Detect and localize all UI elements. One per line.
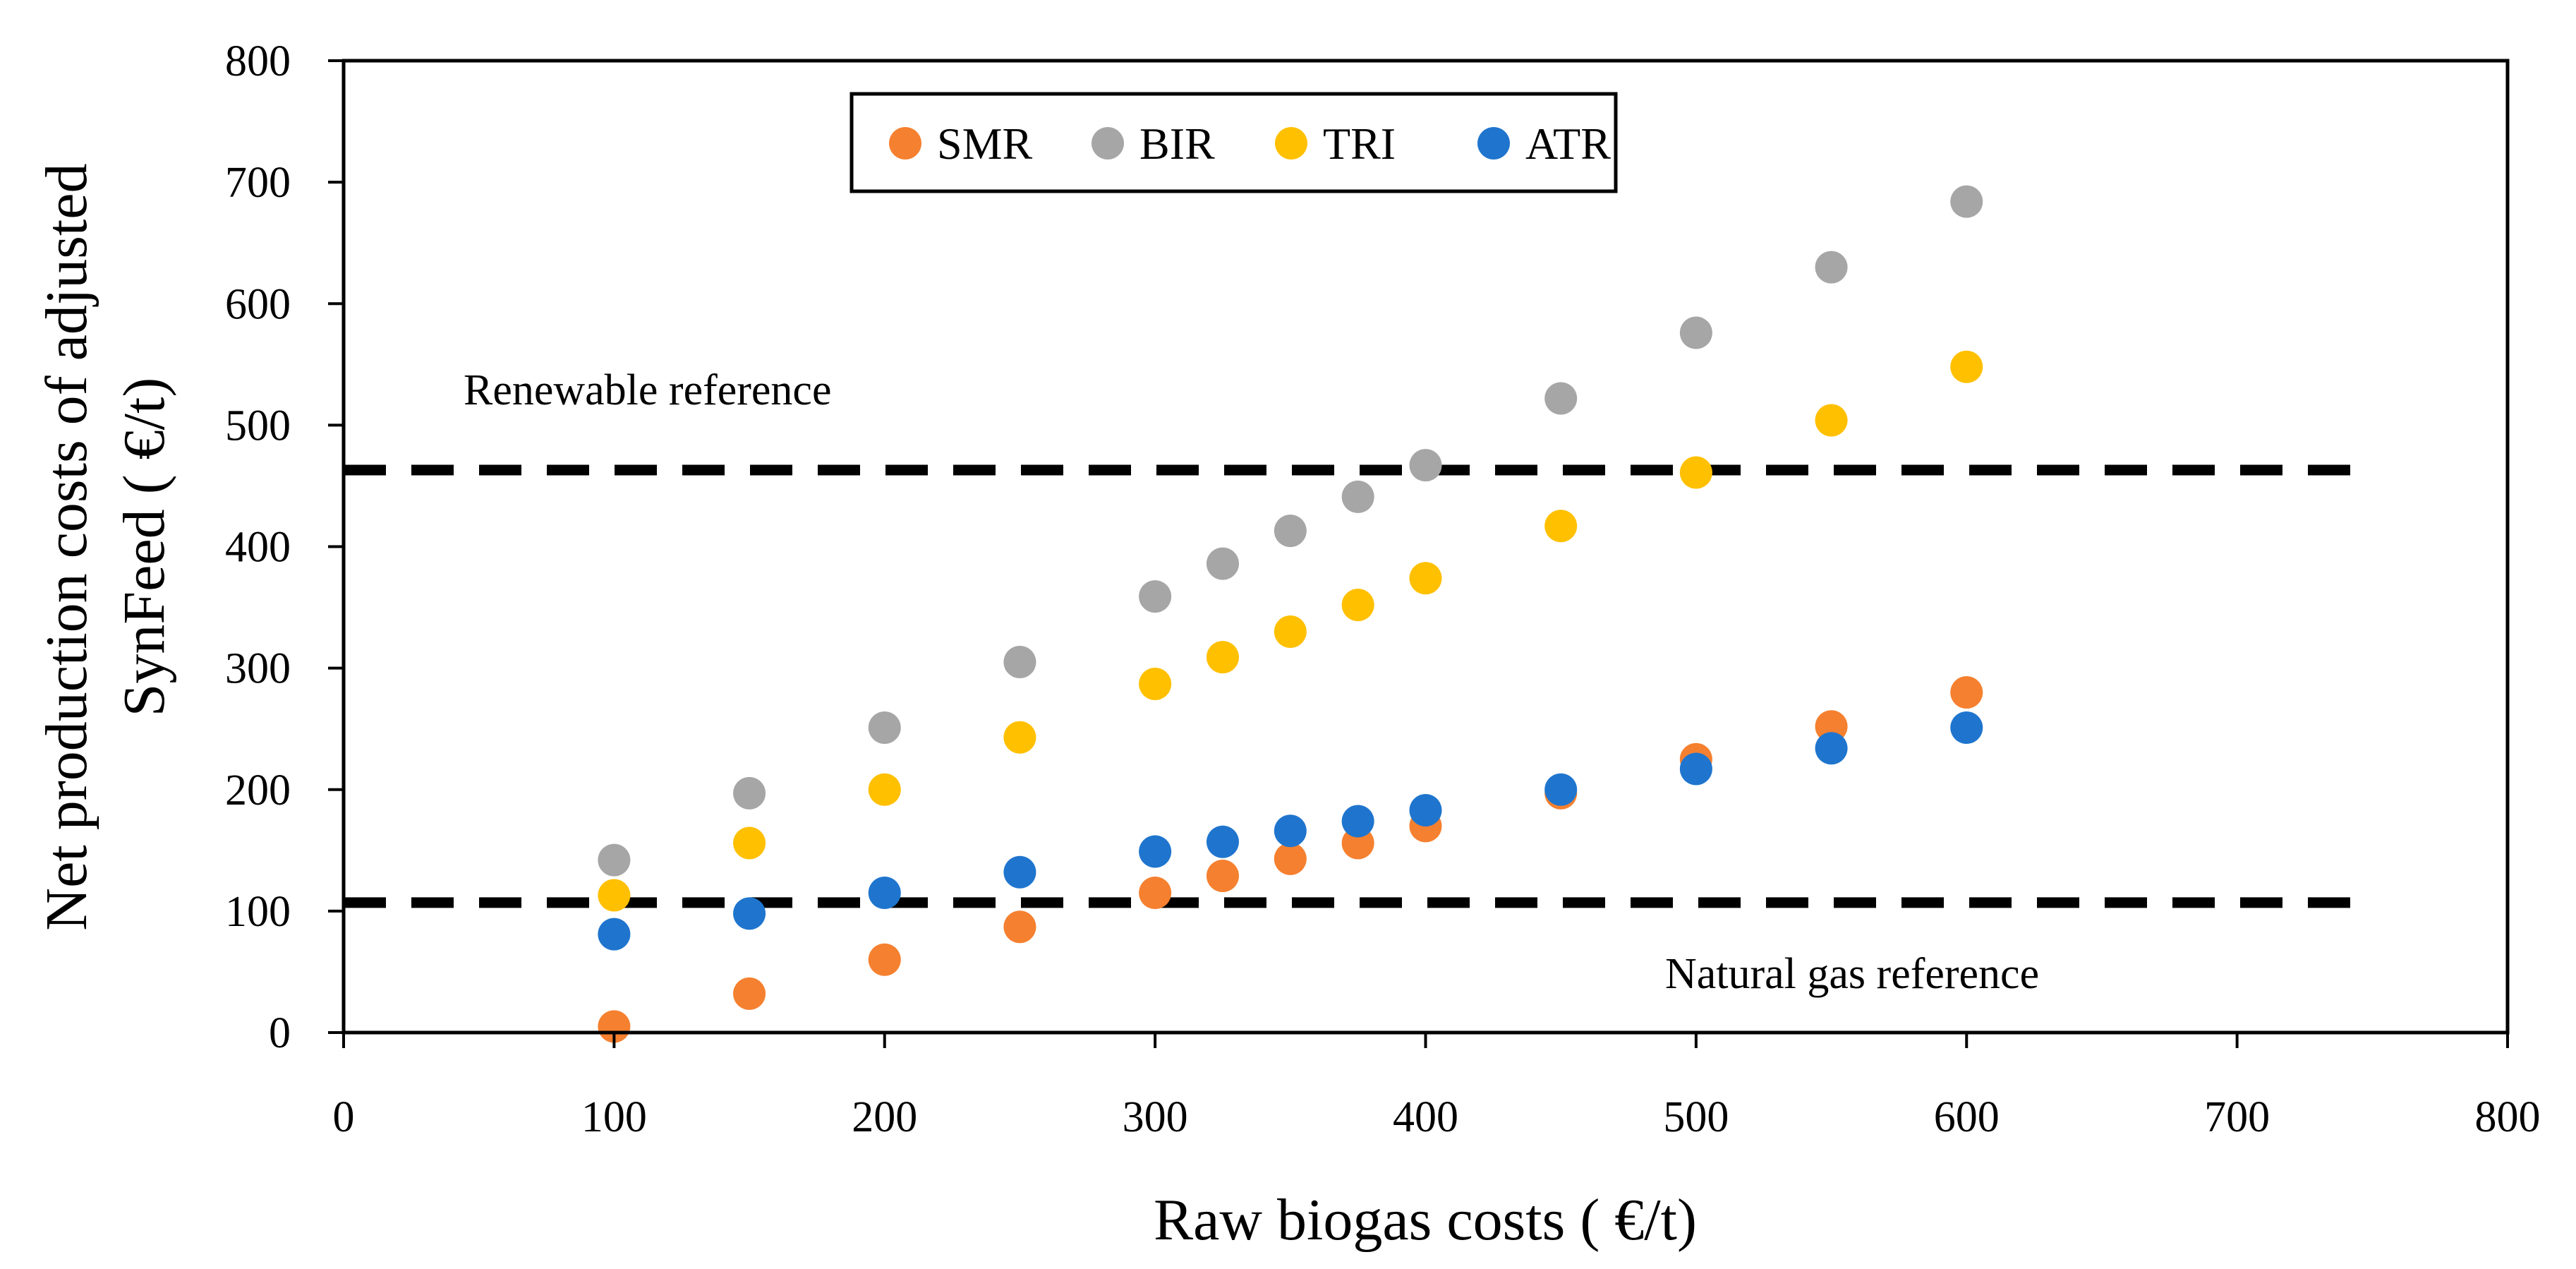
atr-point (1544, 773, 1578, 806)
bir-point (1206, 547, 1239, 580)
x-tick-label: 500 (1663, 1093, 1729, 1141)
natural-gas-reference-label: Natural gas reference (1665, 950, 2039, 998)
bir-point (1544, 382, 1578, 415)
axis-ticks: 0 100 200 300 400 500 600 700 800 0 100 200 300 400 50… (225, 37, 2541, 1141)
smr-point (1206, 859, 1239, 892)
x-tick-label: 100 (581, 1093, 647, 1141)
tri-point (1341, 589, 1374, 622)
bir-point (1139, 580, 1172, 613)
legend-label-atr: ATR (1525, 119, 1611, 169)
data-points (598, 185, 1983, 1043)
x-axis-title: Raw biogas costs ( €/t) (1154, 1187, 1697, 1253)
y-tick-label: 100 (225, 888, 291, 936)
x-tick-label: 600 (1934, 1093, 2000, 1141)
x-tick-label: 700 (2204, 1093, 2270, 1141)
atr-point (868, 877, 901, 910)
y-axis-title-line-2: SynFeed ( €/t) (111, 378, 177, 717)
tri-point (1139, 668, 1172, 701)
y-tick-label: 400 (225, 524, 291, 572)
atr-point (1679, 752, 1712, 786)
x-tick-label: 300 (1123, 1093, 1188, 1141)
tri-point (1679, 456, 1712, 489)
smr-point (1274, 842, 1307, 875)
bir-point (1950, 185, 1983, 218)
atr-point (1815, 732, 1848, 765)
x-tick-label: 800 (2475, 1093, 2541, 1141)
legend-marker-atr (1477, 127, 1510, 160)
smr-point (868, 943, 901, 976)
bir-point (733, 776, 766, 810)
bir-point (598, 843, 631, 877)
legend-marker-smr (889, 127, 921, 160)
bir-point (1274, 515, 1307, 548)
y-tick-label: 200 (225, 766, 291, 814)
legend-label-tri: TRI (1323, 119, 1396, 169)
atr-point (1409, 794, 1442, 827)
tri-point (733, 826, 766, 860)
tri-point (1003, 721, 1036, 754)
y-axis-title-line-1: Net production costs of adjusted (34, 163, 99, 930)
smr-point (733, 977, 766, 1010)
bir-point (1815, 251, 1848, 284)
bir-point (1409, 449, 1442, 482)
tri-point (1206, 641, 1239, 674)
smr-point (598, 1010, 631, 1043)
y-tick-label: 700 (225, 159, 291, 207)
bir-point (1003, 646, 1036, 679)
tri-point (868, 773, 901, 806)
bir-point (1341, 480, 1374, 513)
smr-point (1003, 910, 1036, 944)
y-tick-label: 600 (225, 280, 291, 328)
atr-point (733, 897, 766, 930)
legend-label-bir: BIR (1139, 119, 1215, 169)
y-tick-label: 500 (225, 402, 291, 450)
y-tick-label: 300 (225, 645, 291, 693)
y-tick-label: 0 (269, 1009, 291, 1057)
tri-point (1409, 562, 1442, 595)
x-tick-label: 0 (333, 1093, 355, 1141)
legend: SMR BIR TRI ATR (849, 92, 1618, 193)
tri-point (1950, 350, 1983, 383)
tri-point (598, 879, 631, 912)
legend-marker-bir (1092, 127, 1124, 160)
legend-label-smr: SMR (937, 119, 1033, 169)
legend-marker-tri (1275, 127, 1307, 160)
atr-point (1274, 814, 1307, 848)
atr-point (1003, 855, 1036, 889)
y-tick-label: 800 (225, 37, 291, 85)
atr-point (1139, 835, 1172, 868)
annotations: Renewable reference Natural gas reference (464, 366, 2039, 998)
tri-point (1274, 615, 1307, 648)
smr-point (1139, 877, 1172, 910)
renewable-reference-label: Renewable reference (464, 366, 831, 414)
atr-point (1341, 805, 1374, 838)
x-tick-label: 200 (852, 1093, 917, 1141)
tri-point (1544, 510, 1578, 543)
x-tick-label: 400 (1393, 1093, 1458, 1141)
tri-point (1815, 404, 1848, 437)
atr-point (1950, 711, 1983, 744)
bir-point (868, 711, 901, 744)
bir-point (1679, 316, 1712, 349)
smr-point (1950, 676, 1983, 709)
atr-point (1206, 825, 1239, 858)
atr-point (598, 918, 631, 951)
